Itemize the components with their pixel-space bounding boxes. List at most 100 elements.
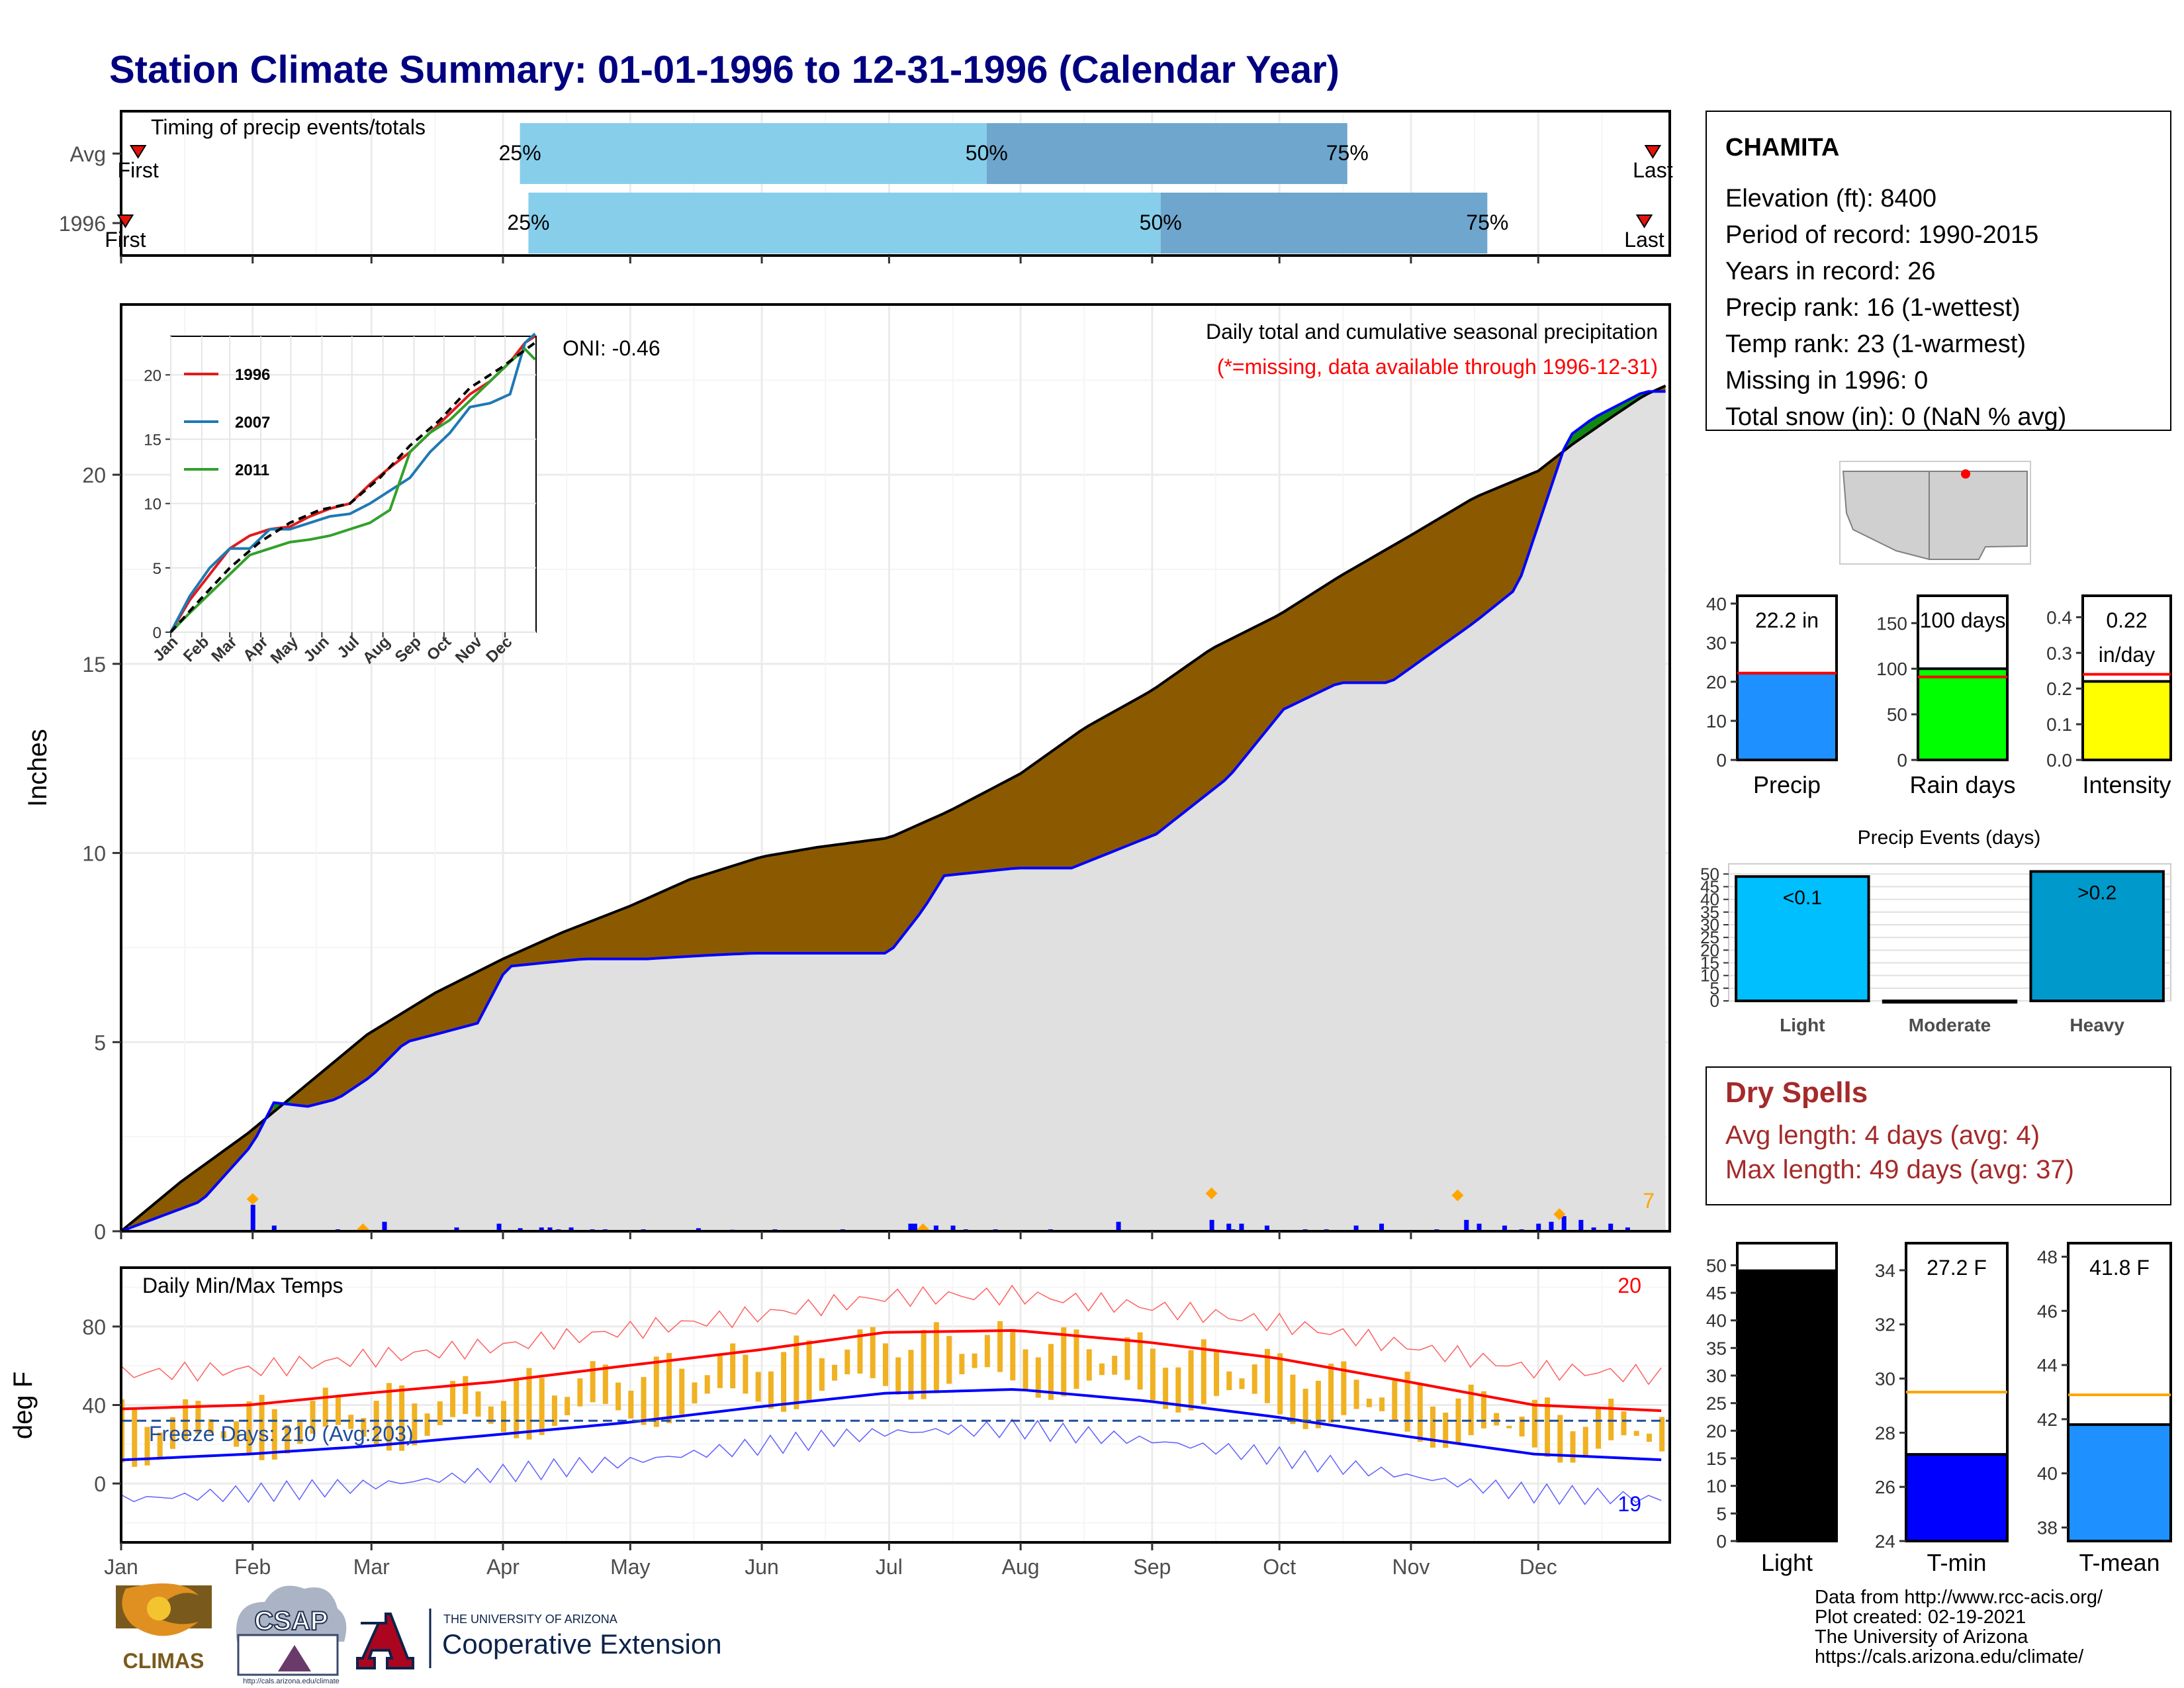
extreme-precip-marker	[246, 1193, 259, 1205]
record-low-envelope	[121, 1419, 1662, 1505]
precip-events-y-tick-label: 30	[1700, 915, 1719, 935]
small-bar-y-tick-label: 26	[1875, 1477, 1895, 1497]
daily-temp-bar	[1341, 1361, 1347, 1415]
daily-temp-bar	[806, 1340, 812, 1402]
small-bar-y-tick-label: 5	[1716, 1503, 1727, 1524]
daily-precip-bar	[1264, 1225, 1269, 1231]
daily-temp-bar	[1443, 1413, 1449, 1448]
daily-temp-bar	[488, 1406, 494, 1424]
inset-legend-label: 2011	[235, 461, 269, 479]
daily-temp-bar	[755, 1372, 761, 1402]
small-bar-y-tick-label: 100	[1876, 659, 1907, 679]
small-bar-y-tick-label: 20	[1706, 672, 1727, 692]
daily-precip-bar	[1578, 1219, 1584, 1231]
precip-events-y-tick-label: 40	[1700, 890, 1719, 910]
daily-temp-bar	[794, 1335, 799, 1409]
daily-temp-bar	[577, 1378, 583, 1407]
small-bar-y-tick-label: 28	[1875, 1423, 1895, 1443]
daily-temp-bar	[475, 1391, 481, 1417]
daily-temp-bar	[144, 1427, 150, 1466]
daily-temp-bar	[373, 1401, 379, 1446]
timing-percentile-label: 50%	[1140, 211, 1182, 234]
daily-temp-bar	[132, 1407, 138, 1467]
daily-temp-bar	[399, 1385, 405, 1451]
precip-base-fill	[121, 391, 1666, 1231]
daily-temp-bar	[717, 1354, 723, 1388]
freeze-label: Freeze Days: 210 (Avg:203)	[149, 1422, 414, 1446]
daily-precip-bar	[547, 1227, 553, 1231]
last-label: Last	[1633, 158, 1673, 182]
daily-temp-bar	[653, 1356, 659, 1427]
daily-temp-bar	[1201, 1339, 1206, 1404]
inset-series-line	[169, 332, 536, 633]
inset-x-tick-label: Jun	[300, 633, 332, 665]
extreme-precip-marker	[1553, 1208, 1566, 1221]
daily-precip-bar	[1353, 1225, 1359, 1231]
daily-temp-bar	[514, 1380, 520, 1438]
small-bar-value	[1917, 667, 2009, 761]
daily-temp-bar	[526, 1368, 532, 1440]
precip-events-y-tick-label: 10	[1700, 966, 1719, 986]
precip-events-y-tick-label: 5	[1710, 978, 1719, 998]
inset-x-tick-label: Mar	[208, 633, 240, 665]
daily-temp-bar	[169, 1417, 175, 1449]
inset-x-tick-label: Apr	[240, 633, 271, 665]
small-bar-top-label: 100 days	[1920, 608, 2006, 632]
station-info-line: Period of record: 1990-2015	[1725, 221, 2038, 249]
small-bar-y-tick-label: 20	[1706, 1421, 1727, 1441]
small-bar-category-label: T-min	[1927, 1549, 1987, 1576]
daily-temp-bar	[1608, 1398, 1614, 1440]
avg-max-temp-line	[121, 1329, 1662, 1413]
csap-logo: CSAP http://cals.arizona.edu/climate	[236, 1585, 347, 1685]
precip-y-tick-label: 0	[94, 1220, 106, 1244]
daily-temp-bar	[768, 1371, 774, 1409]
inset-x-tick-label: Aug	[359, 633, 394, 667]
timing-row-label: Avg	[69, 142, 106, 166]
daily-precip-bar	[1209, 1219, 1214, 1231]
precip-events-y-tick-label: 15	[1700, 953, 1719, 973]
small-bar-y-tick-label: 0.2	[2046, 679, 2072, 699]
small-bar-top-label: 41.8 F	[2089, 1256, 2150, 1280]
daily-temp-bar	[1315, 1380, 1321, 1429]
daily-temp-bar	[832, 1364, 838, 1381]
inset-average-line	[169, 342, 536, 633]
daily-temp-bar	[1379, 1397, 1385, 1411]
climas-logo: CLIMAS	[116, 1583, 212, 1673]
footer-credits: Data from http://www.rcc-acis.org/Plot c…	[1815, 1587, 2103, 1667]
daily-temp-bar	[1392, 1380, 1398, 1421]
precip-y-axis-label: Inches	[23, 729, 52, 807]
daily-temp-bar	[602, 1364, 608, 1404]
daily-temp-bar	[1214, 1350, 1220, 1396]
first-event-marker	[116, 214, 134, 228]
daily-temp-bar	[157, 1432, 163, 1459]
daily-temp-bar	[743, 1354, 749, 1394]
small-bar-y-tick-label: 0.3	[2046, 643, 2072, 663]
csap-url: http://cals.arizona.edu/climate	[243, 1677, 340, 1685]
small-bar-category-label: Intensity	[2082, 771, 2171, 798]
daily-temp-bar	[1404, 1372, 1410, 1432]
precip-events-chart: Precip Events (days) 05101520253035404550…	[1700, 827, 2171, 1035]
daily-temp-bar	[1353, 1380, 1359, 1409]
precip-events-y-tick-label: 35	[1700, 902, 1719, 922]
small-bar-y-tick-label: 24	[1875, 1531, 1895, 1552]
csap-text: CSAP	[254, 1607, 328, 1636]
small-bar-y-tick-label: 0	[1897, 750, 1907, 771]
daily-temp-bar	[348, 1415, 354, 1429]
first-label: First	[105, 228, 146, 252]
small-bar-y-tick-label: 30	[1875, 1369, 1895, 1389]
daily-precip-bar	[1464, 1219, 1469, 1231]
daily-temp-bar	[1596, 1407, 1602, 1449]
daily-temp-bar	[1239, 1378, 1245, 1389]
precip-y-tick-label: 5	[94, 1031, 106, 1055]
month-label: Feb	[234, 1555, 271, 1579]
timing-percentile-label: 75%	[1466, 211, 1508, 234]
precip-events-category-label: Heavy	[2070, 1015, 2124, 1035]
station-info-line: Elevation (ft): 8400	[1725, 185, 1936, 212]
timing-percentile-label: 25%	[499, 141, 541, 165]
small-bar-top-label: 27.2 F	[1927, 1256, 1987, 1280]
timing-percentile-label: 25%	[507, 211, 549, 234]
inset-x-tick-label: Nov	[452, 633, 486, 667]
temp-y-tick-label: 80	[82, 1315, 106, 1339]
precip-events-bar-label: >0.2	[2077, 882, 2116, 904]
